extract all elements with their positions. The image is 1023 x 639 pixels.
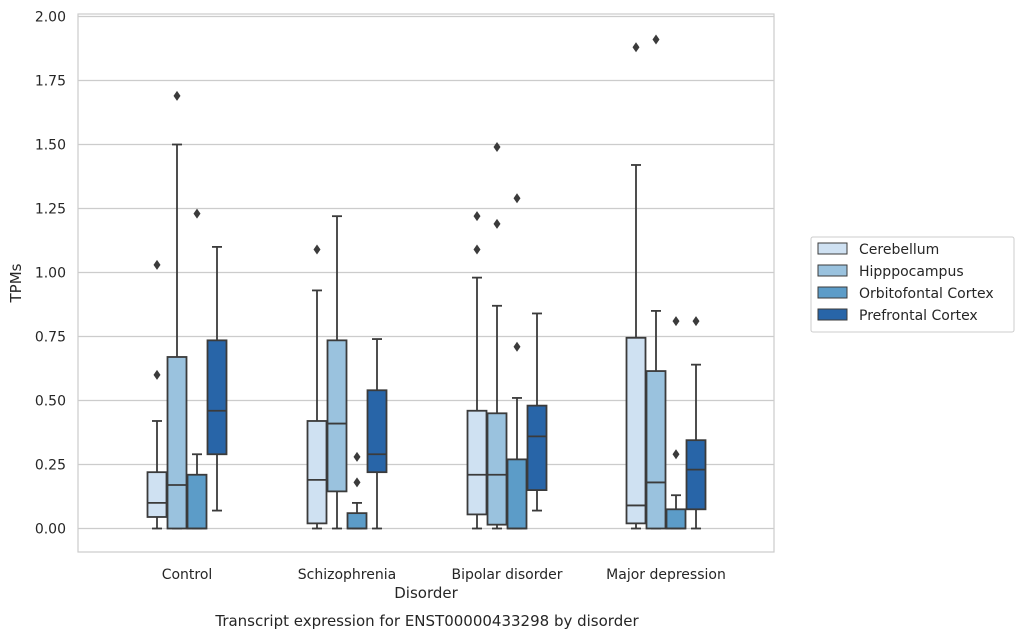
legend-swatch (817, 242, 848, 255)
legend-swatch (817, 264, 848, 277)
grid-lines (78, 15, 774, 530)
outlier-point (493, 218, 501, 229)
box-body (506, 458, 528, 530)
box-2-3 (486, 142, 508, 530)
outlier-point (652, 34, 660, 45)
outlier-point (353, 451, 361, 462)
y-tick-label: 0.25 (35, 458, 66, 474)
box-body (526, 404, 548, 491)
outlier-point (493, 142, 501, 153)
box-body (346, 512, 368, 530)
box-3-3 (506, 193, 528, 530)
y-axis-label: TPMs (7, 263, 25, 303)
y-tick-label: 0.75 (35, 330, 66, 346)
box-body (685, 439, 707, 511)
legend: Cerebellum Hipppocampus Orbitofontal Corte… (810, 236, 1015, 333)
box-body (326, 339, 348, 493)
x-axis-label: Disorder (394, 584, 458, 602)
y-tick-label: 1.25 (35, 202, 66, 218)
box-body (206, 339, 228, 456)
outlier-point (173, 90, 181, 101)
box-3-2 (346, 451, 368, 530)
outlier-point (672, 449, 680, 460)
outlier-point (672, 316, 680, 327)
box-body (665, 508, 687, 530)
outlier-point (353, 477, 361, 488)
box-1-4 (625, 42, 647, 530)
y-tick-label: 1.75 (35, 74, 66, 90)
legend-frame (810, 236, 1015, 333)
box-2-4 (645, 34, 667, 530)
box-2-2 (326, 215, 348, 530)
outlier-point (193, 208, 201, 219)
outlier-point (513, 193, 521, 204)
box-3-4 (665, 316, 687, 530)
x-tick-label: Control (162, 567, 213, 583)
outlier-point (473, 211, 481, 222)
x-tick-label: Schizophrenia (298, 567, 396, 583)
box-body (625, 336, 647, 525)
plot-area (77, 13, 775, 553)
box-2-1 (166, 90, 188, 530)
legend-label: Cerebellum (859, 242, 939, 258)
legend-label: Prefrontal Cortex (859, 308, 978, 324)
box-body (306, 420, 328, 525)
box-body (166, 356, 188, 530)
box-4-2 (366, 338, 388, 530)
box-body (466, 409, 488, 516)
outlier-point (153, 259, 161, 270)
box-1-3 (466, 211, 488, 530)
legend-label: Orbitofontal Cortex (859, 286, 994, 302)
y-tick-label: 0.50 (35, 394, 66, 410)
y-tick-label: 0.00 (35, 522, 66, 538)
outlier-point (473, 244, 481, 255)
y-tick-label: 1.50 (35, 138, 66, 154)
box-3-1 (186, 208, 208, 530)
box-4-4 (685, 316, 707, 530)
box-4-3 (526, 312, 548, 512)
outlier-point (313, 244, 321, 255)
box-1-1 (146, 259, 168, 530)
box-series (146, 34, 707, 530)
x-axis-ticks: Control Schizophrenia Bipolar disorder Majo… (162, 567, 726, 583)
y-tick-label: 1.00 (35, 266, 66, 282)
outlier-point (632, 42, 640, 53)
legend-label: Hipppocampus (859, 264, 964, 280)
x-tick-label: Major depression (606, 567, 726, 583)
legend-swatch (817, 286, 848, 299)
chart-caption: Transcript expression for ENST0000043329… (214, 612, 639, 630)
outlier-point (153, 369, 161, 380)
box-1-2 (306, 244, 328, 530)
legend-swatch (817, 308, 848, 321)
box-body (486, 412, 508, 526)
box-4-1 (206, 245, 228, 512)
box-body (146, 471, 168, 518)
box-body (366, 389, 388, 474)
x-tick-label: Bipolar disorder (451, 567, 562, 583)
outlier-point (692, 316, 700, 327)
y-axis-ticks: 0.00 0.25 0.50 0.75 1.00 1.25 1.50 1.75 2.00 (35, 10, 66, 538)
y-tick-label: 2.00 (35, 10, 66, 26)
outlier-point (513, 341, 521, 352)
box-body (186, 473, 208, 530)
box-body (645, 370, 667, 530)
